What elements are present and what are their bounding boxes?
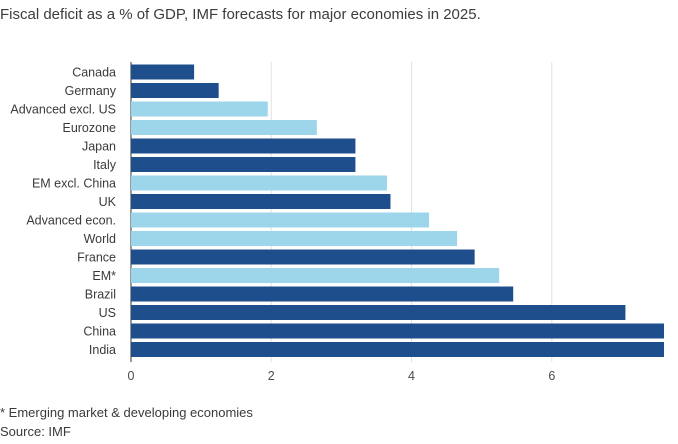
bar-chart: Canada Germany Advanced excl. US Eurozone Ja… <box>10 62 664 383</box>
category-label: France <box>77 251 116 265</box>
category-label: Brazil <box>85 288 116 302</box>
bar <box>131 212 430 228</box>
category-label: EM* <box>92 269 116 283</box>
category-label: China <box>83 325 116 339</box>
x-tick-label: 4 <box>408 369 415 383</box>
category-label: UK <box>99 195 117 209</box>
category-label: Advanced excl. US <box>10 103 116 117</box>
category-label: EM excl. China <box>32 177 116 191</box>
category-label: India <box>89 343 116 357</box>
x-tick-label: 6 <box>548 369 555 383</box>
chart-title: Fiscal deficit as a % of GDP, IMF foreca… <box>0 6 481 23</box>
bar <box>131 175 387 191</box>
bar <box>131 305 626 320</box>
bar <box>131 268 500 283</box>
source-note: Source: IMF <box>0 424 71 439</box>
bar <box>131 138 356 154</box>
footnote: * Emerging market & developing economies <box>0 405 253 420</box>
bar <box>131 249 475 265</box>
category-label: World <box>84 232 116 246</box>
bar <box>131 157 356 172</box>
bar <box>131 286 514 302</box>
category-label: Germany <box>65 84 117 98</box>
bars <box>131 64 664 357</box>
bar <box>131 231 458 246</box>
category-label: Japan <box>82 140 116 154</box>
category-label: Advanced econ. <box>26 214 116 228</box>
bar <box>131 323 664 339</box>
x-axis-ticks: 0 2 4 6 <box>128 369 556 383</box>
category-label: Canada <box>72 66 116 80</box>
bar <box>131 342 664 357</box>
bar <box>131 64 195 80</box>
bar <box>131 120 317 135</box>
category-label: Eurozone <box>62 121 116 135</box>
bar <box>131 194 391 209</box>
category-label: Italy <box>93 158 117 172</box>
x-tick-label: 0 <box>128 369 135 383</box>
bar <box>131 101 268 117</box>
x-tick-label: 2 <box>268 369 275 383</box>
category-label: US <box>99 306 116 320</box>
category-labels: Canada Germany Advanced excl. US Eurozone Ja… <box>10 66 116 358</box>
bar <box>131 83 219 98</box>
